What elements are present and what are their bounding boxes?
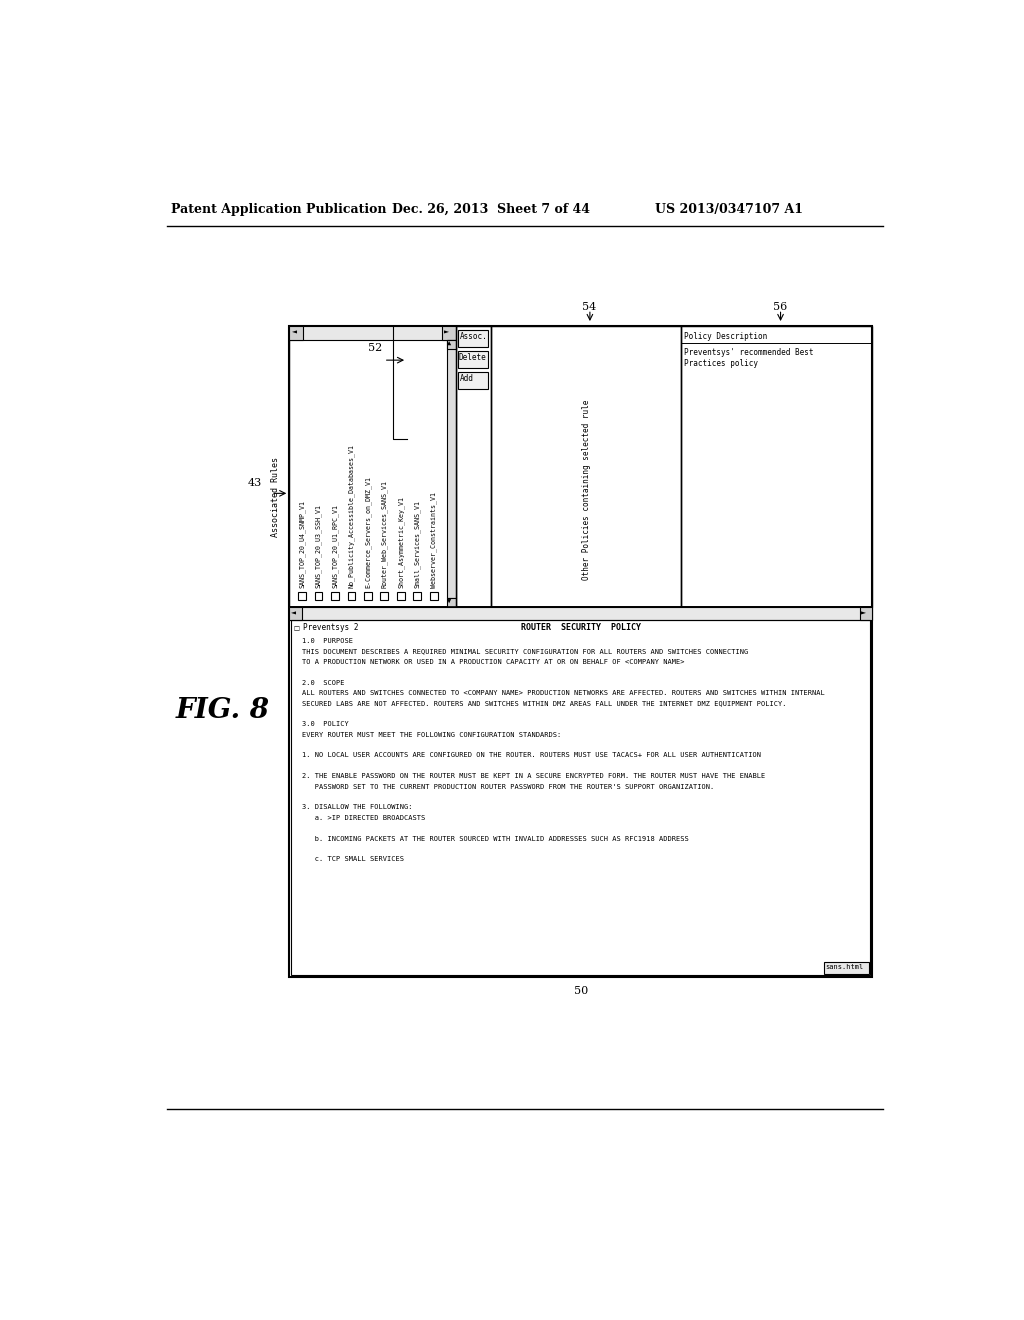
Bar bbox=[364, 591, 372, 599]
Text: 2. THE ENABLE PASSWORD ON THE ROUTER MUST BE KEPT IN A SECURE ENCRYPTED FORM. TH: 2. THE ENABLE PASSWORD ON THE ROUTER MUS… bbox=[302, 774, 766, 779]
Bar bbox=[289, 326, 872, 607]
Bar bbox=[681, 326, 872, 607]
Bar bbox=[289, 326, 872, 977]
Text: FIG. 8: FIG. 8 bbox=[176, 697, 270, 725]
Bar bbox=[824, 962, 869, 974]
Text: Associated Rules: Associated Rules bbox=[270, 457, 280, 537]
Bar bbox=[859, 607, 872, 619]
Bar bbox=[289, 607, 302, 619]
Text: c. TCP SMALL SERVICES: c. TCP SMALL SERVICES bbox=[302, 857, 404, 862]
Text: Practices policy: Practices policy bbox=[684, 359, 759, 367]
Text: b. INCOMING PACKETS AT THE ROUTER SOURCED WITH INVALID ADDRESSES SUCH AS RFC1918: b. INCOMING PACKETS AT THE ROUTER SOURCE… bbox=[302, 836, 689, 842]
Bar bbox=[291, 619, 870, 975]
Text: Preventsys' recommended Best: Preventsys' recommended Best bbox=[684, 348, 814, 356]
Text: SECURED LABS ARE NOT AFFECTED. ROUTERS AND SWITCHES WITHIN DMZ AREAS FALL UNDER : SECURED LABS ARE NOT AFFECTED. ROUTERS A… bbox=[302, 701, 786, 706]
Text: TO A PRODUCTION NETWORK OR USED IN A PRODUCTION CAPACITY AT OR ON BEHALF OF <COM: TO A PRODUCTION NETWORK OR USED IN A PRO… bbox=[302, 659, 685, 665]
Bar bbox=[397, 591, 404, 599]
Bar bbox=[381, 591, 388, 599]
Text: Assoc.: Assoc. bbox=[460, 333, 487, 342]
Bar bbox=[414, 591, 421, 599]
Text: SANS_TOP_20_U3_SSH_V1: SANS_TOP_20_U3_SSH_V1 bbox=[315, 504, 322, 589]
Bar bbox=[289, 607, 872, 977]
Text: Add: Add bbox=[460, 374, 473, 383]
Text: 1.0  PURPOSE: 1.0 PURPOSE bbox=[302, 638, 353, 644]
Text: 54: 54 bbox=[583, 302, 596, 312]
Text: Router_Web_Services_SANS_V1: Router_Web_Services_SANS_V1 bbox=[381, 480, 388, 589]
Text: 56: 56 bbox=[773, 302, 787, 312]
Text: Preventsys 2: Preventsys 2 bbox=[303, 623, 358, 632]
Text: ALL ROUTERS AND SWITCHES CONNECTED TO <COMPANY NAME> PRODUCTION NETWORKS ARE AFF: ALL ROUTERS AND SWITCHES CONNECTED TO <C… bbox=[302, 690, 825, 696]
Bar bbox=[289, 326, 303, 341]
Text: Small_Services_SANS_V1: Small_Services_SANS_V1 bbox=[414, 500, 421, 589]
Bar bbox=[331, 591, 339, 599]
Text: ◄: ◄ bbox=[292, 327, 297, 337]
Bar bbox=[490, 326, 681, 607]
Text: SANS_TOP_20_U1_RPC_V1: SANS_TOP_20_U1_RPC_V1 bbox=[332, 504, 338, 589]
Text: 2.0  SCOPE: 2.0 SCOPE bbox=[302, 680, 345, 685]
Bar bbox=[446, 341, 456, 598]
Text: PASSWORD SET TO THE CURRENT PRODUCTION ROUTER PASSWORD FROM THE ROUTER'S SUPPORT: PASSWORD SET TO THE CURRENT PRODUCTION R… bbox=[302, 784, 715, 789]
Bar bbox=[298, 591, 306, 599]
Text: THIS DOCUMENT DESCRIBES A REQUIRED MINIMAL SECURITY CONFIGURATION FOR ALL ROUTER: THIS DOCUMENT DESCRIBES A REQUIRED MINIM… bbox=[302, 648, 749, 655]
Bar bbox=[289, 326, 456, 607]
Text: ROUTER  SECURITY  POLICY: ROUTER SECURITY POLICY bbox=[520, 623, 641, 632]
Text: E-Commerce_Servers_on_DMZ_V1: E-Commerce_Servers_on_DMZ_V1 bbox=[365, 477, 371, 589]
Bar bbox=[289, 607, 872, 619]
Text: ◄: ◄ bbox=[291, 609, 296, 618]
Text: ▼: ▼ bbox=[447, 599, 452, 605]
Text: Other Policies containing selected rule: Other Policies containing selected rule bbox=[582, 400, 591, 579]
Bar bbox=[347, 591, 355, 599]
Text: 3. DISALLOW THE FOLLOWING:: 3. DISALLOW THE FOLLOWING: bbox=[302, 804, 413, 810]
Bar bbox=[430, 591, 437, 599]
Text: 50: 50 bbox=[574, 986, 589, 997]
Text: ☐: ☐ bbox=[294, 623, 300, 634]
Text: 3.0  POLICY: 3.0 POLICY bbox=[302, 721, 349, 727]
Bar bbox=[446, 341, 456, 350]
Text: EVERY ROUTER MUST MEET THE FOLLOWING CONFIGURATION STANDARDS:: EVERY ROUTER MUST MEET THE FOLLOWING CON… bbox=[302, 731, 561, 738]
Text: 52: 52 bbox=[369, 343, 383, 354]
Text: Dec. 26, 2013  Sheet 7 of 44: Dec. 26, 2013 Sheet 7 of 44 bbox=[391, 203, 590, 216]
Text: Delete: Delete bbox=[458, 354, 486, 362]
Text: sans.html: sans.html bbox=[825, 964, 864, 970]
Text: 43: 43 bbox=[248, 478, 262, 488]
Text: ►: ► bbox=[444, 327, 450, 337]
Text: US 2013/0347107 A1: US 2013/0347107 A1 bbox=[655, 203, 803, 216]
Bar bbox=[289, 326, 456, 341]
Text: ▲: ▲ bbox=[447, 341, 452, 347]
Text: Patent Application Publication: Patent Application Publication bbox=[171, 203, 386, 216]
Bar bbox=[442, 326, 456, 341]
Text: Webserver_Constraints_V1: Webserver_Constraints_V1 bbox=[430, 492, 437, 589]
Text: 1. NO LOCAL USER ACCOUNTS ARE CONFIGURED ON THE ROUTER. ROUTERS MUST USE TACACS+: 1. NO LOCAL USER ACCOUNTS ARE CONFIGURED… bbox=[302, 752, 762, 759]
Text: Policy Description: Policy Description bbox=[684, 333, 768, 342]
Bar bbox=[456, 326, 490, 607]
Text: ►: ► bbox=[861, 609, 866, 618]
Bar bbox=[458, 351, 488, 368]
Text: Short_Asymmetric_Key_V1: Short_Asymmetric_Key_V1 bbox=[397, 496, 404, 589]
Text: No_Publicity_Accessible_Databases_V1: No_Publicity_Accessible_Databases_V1 bbox=[348, 444, 354, 589]
Bar bbox=[458, 330, 488, 347]
Bar bbox=[458, 372, 488, 388]
Bar bbox=[314, 591, 323, 599]
Bar bbox=[446, 598, 456, 607]
Text: SANS_TOP_20_U4_SNMP_V1: SANS_TOP_20_U4_SNMP_V1 bbox=[299, 500, 305, 589]
Text: a. >IP DIRECTED BROADCASTS: a. >IP DIRECTED BROADCASTS bbox=[302, 814, 426, 821]
